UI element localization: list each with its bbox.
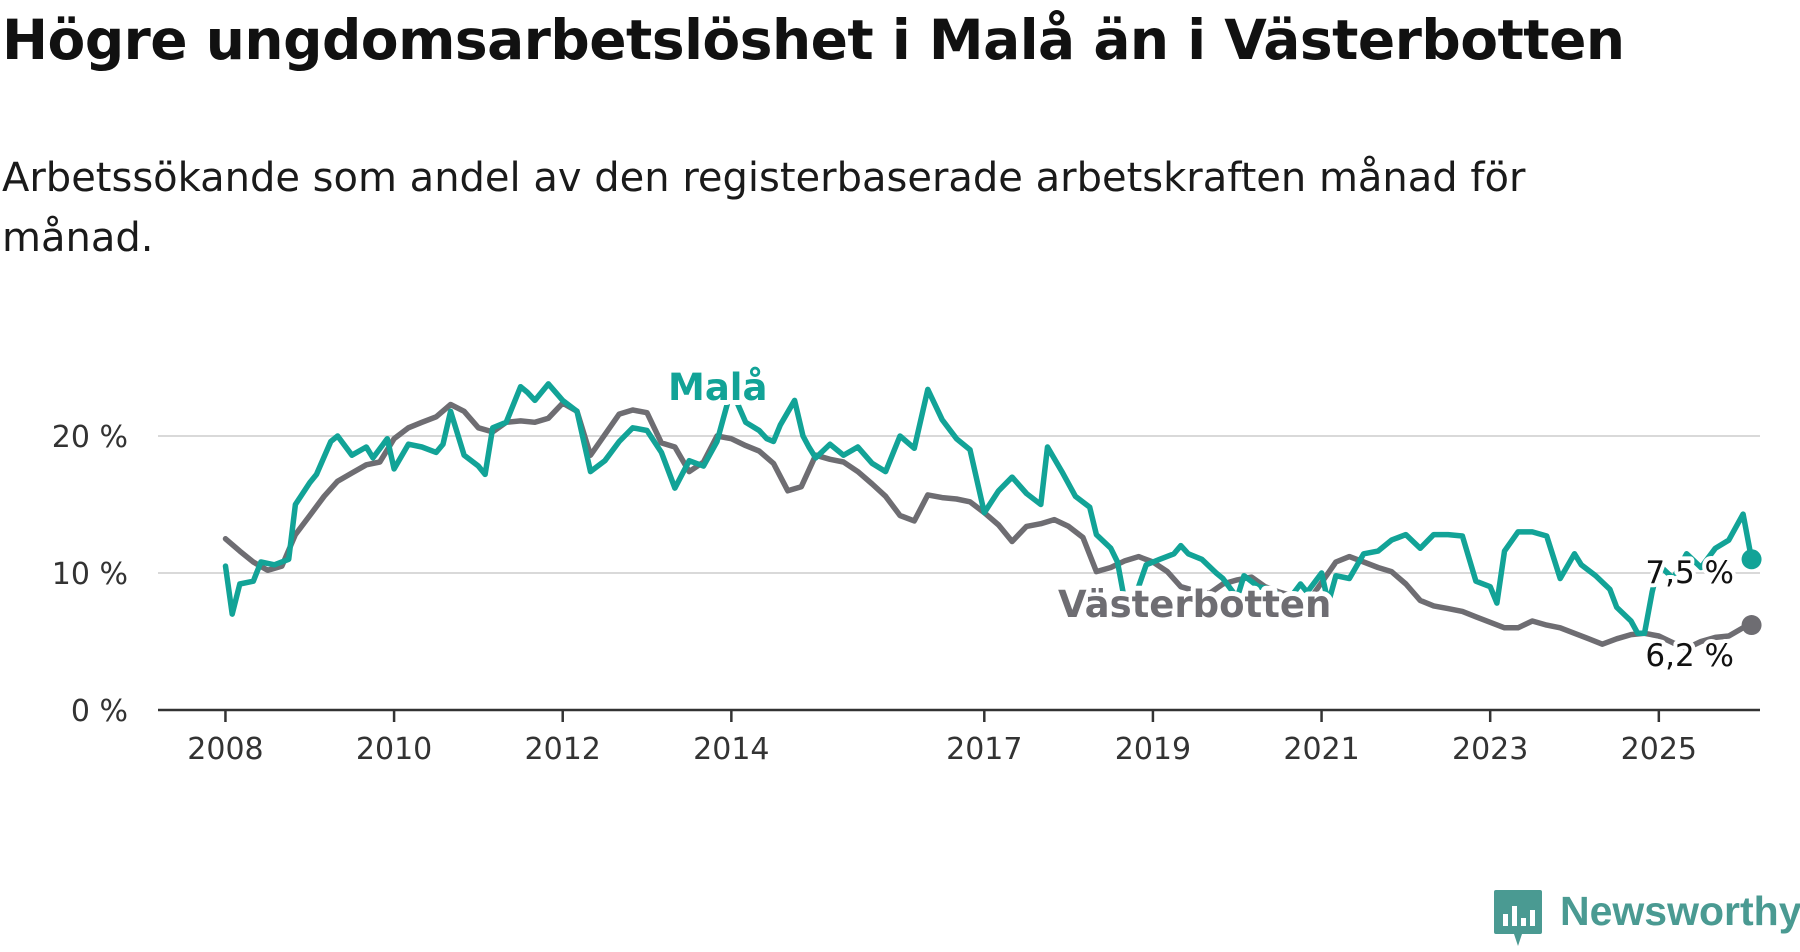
x-tick-label: 2019 [1115, 732, 1191, 767]
x-tick-label: 2008 [187, 732, 263, 767]
x-tick-label: 2012 [525, 732, 601, 767]
end-point-mal- [1741, 549, 1762, 570]
newsworthy-logo: Newsworthy [1492, 888, 1800, 948]
grid-lines [158, 435, 1760, 574]
series-lines [222, 381, 1762, 652]
end-label-v-sterbotten: 6,2 % [1645, 638, 1734, 674]
y-tick-label: 10 % [52, 557, 128, 592]
y-axis-ticks: 0 % 10 % 20 % [52, 420, 128, 729]
x-tick-label: 2023 [1452, 732, 1528, 767]
end-point-v-sterbotten [1741, 615, 1762, 636]
chart-subtitle: Arbetssökande som andel av den registerb… [2, 155, 1526, 261]
x-tick-label: 2025 [1621, 732, 1697, 767]
y-tick-label: 20 % [52, 420, 128, 455]
series-labels: Malå Västerbotten 7,5 % 6,2 % [663, 361, 1738, 678]
newsworthy-wordmark: Newsworthy [1560, 888, 1800, 934]
x-tick-label: 2021 [1283, 732, 1359, 767]
x-tick-label: 2014 [693, 732, 769, 767]
y-tick-label: 0 % [71, 694, 128, 729]
series-label-mal-: Malå [668, 366, 767, 409]
series-label-v-sterbotten: Västerbotten [1058, 583, 1331, 626]
series-line-mal- [222, 381, 1755, 637]
end-label-mal-: 7,5 % [1645, 555, 1734, 591]
newsworthy-icon [1494, 890, 1542, 946]
x-axis-ticks: 2008 2010 2012 2014 2017 2019 2021 2023 2025 [187, 710, 1697, 767]
series-line-v-sterbotten [222, 400, 1755, 652]
x-tick-label: 2010 [356, 732, 432, 767]
chart-title: Högre ungdomsarbetslöshet i Malå än i Vä… [2, 8, 1625, 72]
x-tick-label: 2017 [946, 732, 1022, 767]
